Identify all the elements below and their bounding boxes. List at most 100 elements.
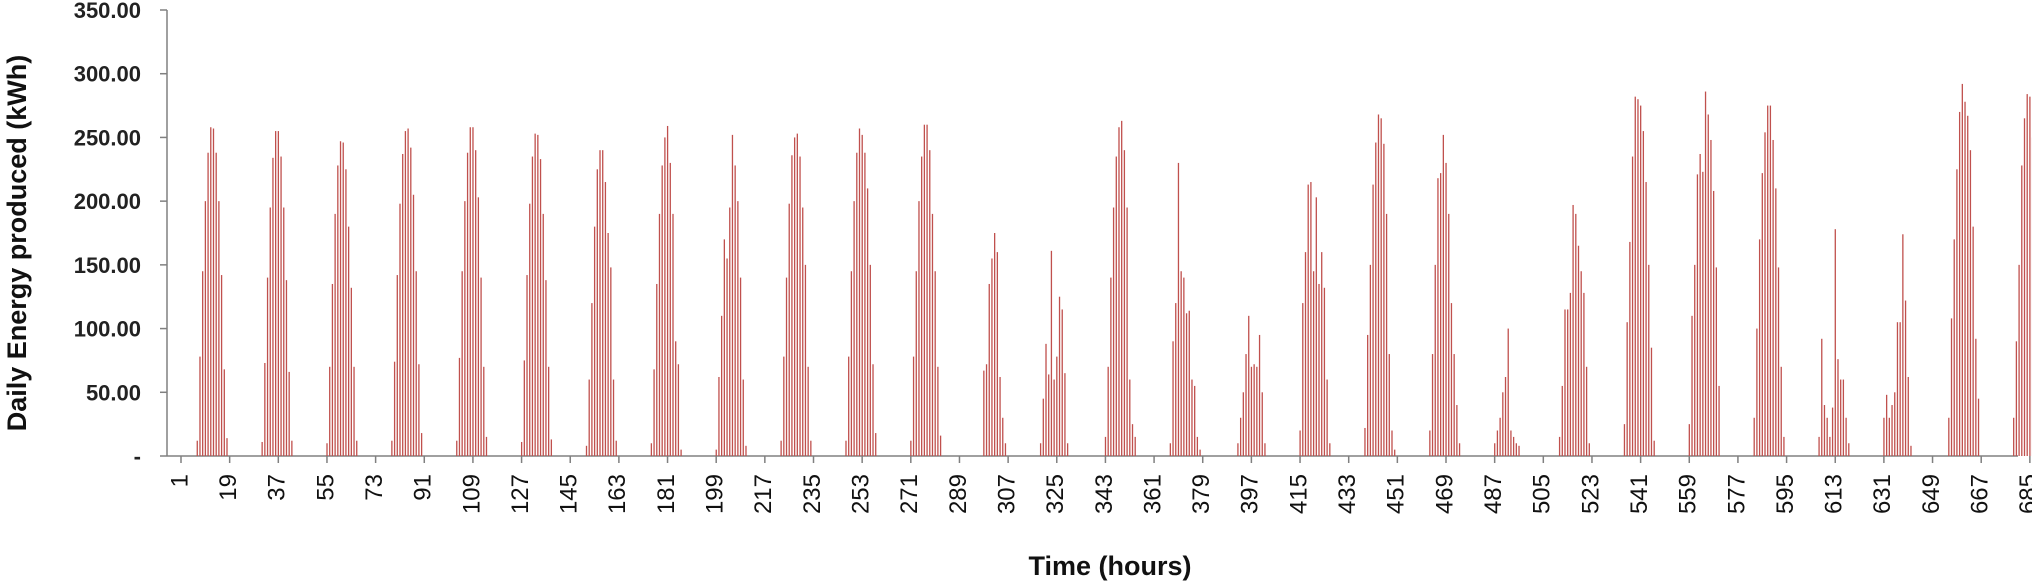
- bar: [1126, 207, 1128, 456]
- bar: [1575, 213, 1577, 456]
- bar: [1180, 271, 1182, 456]
- bar: [1504, 376, 1507, 456]
- bar: [929, 150, 931, 457]
- bar: [988, 283, 990, 456]
- bar: [1039, 443, 1042, 456]
- bar: [810, 440, 812, 456]
- bar: [1194, 385, 1196, 456]
- x-tick-label: 73: [361, 474, 388, 501]
- bar: [994, 233, 996, 456]
- bar: [402, 153, 404, 457]
- x-tick-label: 541: [1626, 474, 1653, 514]
- bar: [2023, 118, 2026, 456]
- bar: [664, 137, 666, 456]
- bar: [1104, 436, 1107, 456]
- bar: [1442, 134, 1444, 456]
- x-tick-label: 451: [1383, 474, 1410, 514]
- bar: [1434, 264, 1436, 456]
- bar: [1380, 118, 1382, 456]
- bar: [1248, 315, 1250, 456]
- bar: [1829, 436, 1831, 456]
- x-tick-label: 235: [799, 474, 826, 514]
- bar: [1245, 354, 1247, 456]
- bar: [1058, 296, 1061, 456]
- bar: [1583, 292, 1585, 456]
- bar: [1507, 328, 1509, 456]
- bar: [480, 277, 482, 456]
- bar: [1253, 364, 1255, 456]
- bar: [1456, 405, 1458, 456]
- bar: [1256, 366, 1258, 456]
- bar: [780, 440, 782, 456]
- bar: [672, 213, 674, 456]
- bar: [745, 445, 747, 456]
- x-axis-title: Time (hours): [1028, 551, 1191, 581]
- bar: [1239, 417, 1242, 456]
- bar: [218, 201, 220, 456]
- bar: [261, 441, 263, 456]
- bar: [477, 197, 480, 456]
- bar: [1196, 436, 1199, 456]
- bar: [415, 271, 417, 456]
- x-tick-label: 325: [1042, 474, 1069, 514]
- bar: [1302, 303, 1304, 456]
- bar: [853, 201, 855, 456]
- bar: [910, 440, 912, 456]
- bar: [1823, 405, 1826, 456]
- bar: [418, 364, 420, 456]
- bar: [212, 128, 215, 456]
- bar: [1896, 322, 1899, 456]
- bar: [680, 449, 682, 456]
- bar: [1372, 184, 1374, 456]
- bar: [864, 152, 866, 456]
- bar: [866, 188, 869, 456]
- bar: [272, 157, 274, 456]
- bar: [1112, 207, 1115, 456]
- x-tick-label: 181: [653, 474, 680, 514]
- bar: [393, 361, 396, 456]
- bar: [799, 156, 801, 457]
- bar: [329, 366, 331, 456]
- bar: [1391, 430, 1393, 456]
- bar: [1321, 252, 1323, 456]
- bar: [1258, 334, 1261, 456]
- bar: [1191, 379, 1193, 456]
- bar: [734, 165, 736, 456]
- bar: [1569, 292, 1572, 456]
- x-tick-label: 91: [410, 474, 437, 501]
- bar: [283, 207, 285, 456]
- x-tick-label: 19: [215, 474, 242, 501]
- bar: [1107, 366, 1109, 456]
- bar: [1056, 356, 1058, 456]
- bar: [1577, 245, 1580, 456]
- bar: [669, 162, 671, 456]
- bar: [850, 271, 853, 456]
- bar: [591, 303, 593, 456]
- bar: [1175, 303, 1177, 456]
- x-tick-label: 685: [2015, 474, 2032, 514]
- bar: [1688, 424, 1690, 456]
- bar: [1318, 283, 1320, 456]
- bar: [1767, 105, 1769, 456]
- bar: [464, 201, 466, 456]
- bar: [1904, 300, 1907, 456]
- bar: [1564, 309, 1566, 456]
- bar: [285, 280, 288, 456]
- bar: [220, 275, 223, 456]
- bar: [788, 203, 790, 456]
- x-tick-label: 505: [1529, 474, 1556, 514]
- bar: [1110, 277, 1112, 456]
- bar: [469, 127, 471, 456]
- x-tick-label: 37: [264, 474, 291, 501]
- bar: [2029, 96, 2031, 457]
- x-tick-label: 379: [1188, 474, 1215, 514]
- bar: [1629, 241, 1631, 456]
- bar: [1499, 417, 1501, 456]
- bar: [1842, 379, 1845, 456]
- bar: [1369, 264, 1372, 456]
- bar: [1431, 354, 1434, 456]
- bar: [1515, 443, 1517, 456]
- bar: [791, 155, 793, 456]
- y-tick-label: 250.00: [74, 125, 141, 150]
